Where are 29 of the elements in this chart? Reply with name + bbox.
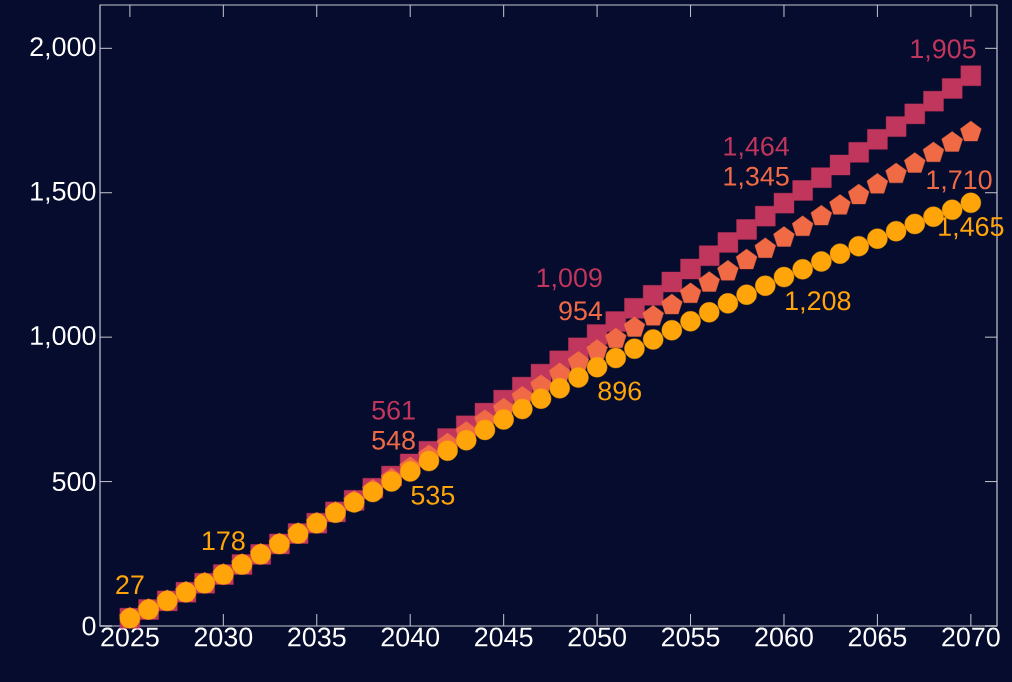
data-label: 1,710 <box>927 170 992 193</box>
y-tick-label: 1,000 <box>31 326 96 349</box>
data-label: 548 <box>372 430 415 450</box>
y-tick-label: 1,500 <box>31 181 96 204</box>
data-label: 1,208 <box>786 291 851 314</box>
data-label: 896 <box>598 381 641 401</box>
x-tick-label: 2060 <box>755 627 813 647</box>
y-tick-label: 2,000 <box>30 37 96 60</box>
data-label: 1,465 <box>939 217 1004 240</box>
x-tick-label: 2055 <box>661 627 720 647</box>
x-tick-label: 2035 <box>288 627 346 647</box>
data-label: 1,905 <box>911 39 976 62</box>
y-tick-label: 500 <box>52 472 96 492</box>
x-tick-label: 2025 <box>101 627 159 647</box>
x-tick-label: 2045 <box>475 627 533 647</box>
data-label: 1,009 <box>537 268 602 291</box>
x-tick-label: 2030 <box>194 627 253 647</box>
data-label: 535 <box>411 485 455 505</box>
x-tick-label: 2040 <box>381 627 440 647</box>
x-tick-label: 2050 <box>568 627 626 647</box>
x-tick-label: 2065 <box>848 627 907 647</box>
data-label: 954 <box>559 301 603 321</box>
y-tick-label: 0 <box>82 616 96 636</box>
data-label: 1,345 <box>724 166 789 189</box>
x-tick-label: 2070 <box>942 627 1000 647</box>
data-label: 1,464 <box>724 136 789 159</box>
data-label: 178 <box>202 531 245 551</box>
data-label: 561 <box>372 400 415 420</box>
data-label: 27 <box>116 575 144 594</box>
